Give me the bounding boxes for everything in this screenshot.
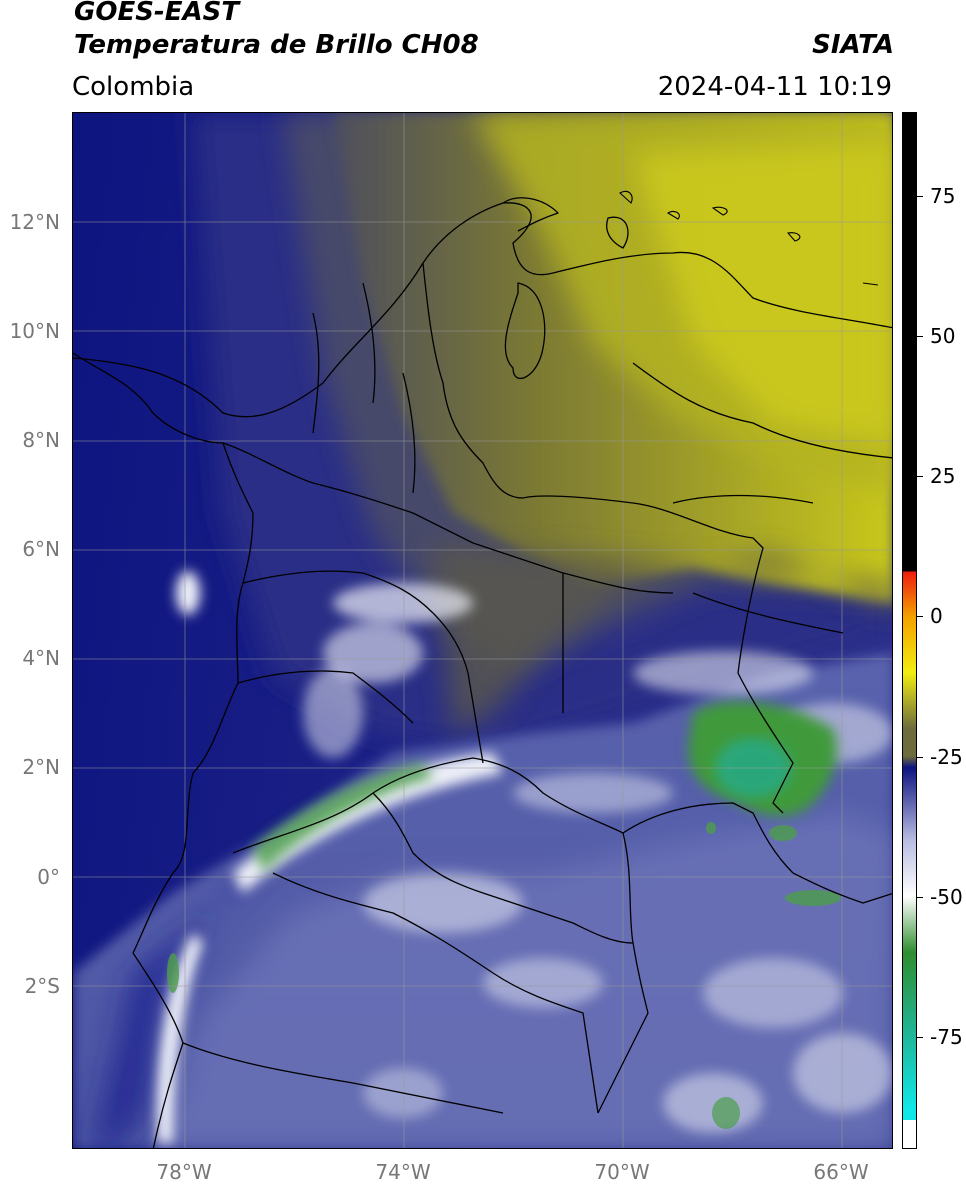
satellite-map — [72, 112, 893, 1149]
datetime-label: 2024-04-11 10:19 — [657, 72, 892, 102]
islands — [619, 190, 879, 286]
lon-tick-74w: 74°W — [375, 1160, 431, 1184]
colorbar-tick-label: 0 — [930, 604, 943, 629]
colorbar-tick-label: 50 — [930, 324, 956, 349]
map-canvas — [73, 113, 892, 1148]
colorbar-tick — [917, 476, 923, 478]
colorbar-tick — [917, 896, 923, 898]
lat-tick-10n: 10°N — [9, 319, 60, 343]
lat-tick-0: 0° — [37, 865, 60, 889]
colorbar-tick — [917, 196, 923, 198]
colorbar — [902, 112, 917, 1149]
lat-tick-12n: 12°N — [9, 210, 60, 234]
colorbar-tick — [917, 336, 923, 338]
lon-tick-78w: 78°W — [156, 1160, 212, 1184]
satellite-title: GOES-EAST — [74, 0, 240, 27]
colorbar-tick — [917, 616, 923, 618]
lon-tick-70w: 70°W — [594, 1160, 650, 1184]
colorbar-tick-label: -25 — [930, 744, 963, 769]
lat-tick-6n: 6°N — [22, 537, 60, 561]
colorbar-tick-label: -50 — [930, 884, 963, 909]
colorbar-tick — [917, 756, 923, 758]
region-label: Colombia — [72, 72, 195, 102]
colorbar-tick-label: 25 — [930, 464, 956, 489]
colorbar-tick-label: 75 — [930, 184, 956, 209]
lat-tick-8n: 8°N — [22, 428, 60, 452]
graticule — [73, 113, 892, 1148]
colorbar-tick-label: -75 — [930, 1024, 963, 1049]
colorbar-tick — [917, 1036, 923, 1038]
lon-tick-66w: 66°W — [813, 1160, 869, 1184]
lat-tick-4n: 4°N — [22, 646, 60, 670]
source-label: SIATA — [812, 30, 894, 60]
borders — [73, 197, 892, 1148]
product-title: Temperatura de Brillo CH08 — [74, 30, 479, 60]
lat-tick-2n: 2°N — [22, 755, 60, 779]
lat-tick-2s: 2°S — [24, 974, 60, 998]
